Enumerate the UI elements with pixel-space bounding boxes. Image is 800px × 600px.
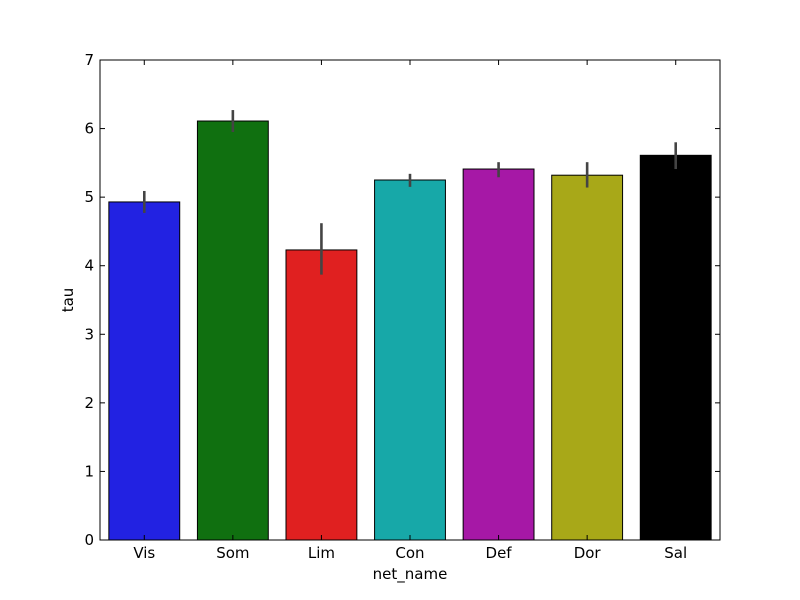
bar-dor bbox=[551, 174, 624, 541]
bar-lim bbox=[285, 249, 358, 541]
y-tick-label: 0 bbox=[84, 531, 94, 549]
y-tick-label: 1 bbox=[84, 462, 94, 480]
bar-con bbox=[374, 179, 446, 541]
y-axis-label: tau bbox=[59, 288, 77, 313]
x-tick-label: Vis bbox=[133, 544, 155, 562]
x-tick-label: Con bbox=[395, 544, 424, 562]
bar-som bbox=[196, 120, 269, 541]
x-axis-label: net_name bbox=[373, 565, 448, 584]
y-tick-label: 7 bbox=[84, 51, 94, 69]
x-axis: Vis Som Lim Con Def Dor Sal bbox=[133, 60, 687, 562]
y-tick-label: 4 bbox=[84, 257, 94, 275]
y-tick-label: 6 bbox=[84, 120, 94, 138]
bars-group bbox=[108, 120, 712, 541]
bar-def bbox=[462, 168, 535, 541]
y-tick-label: 3 bbox=[84, 325, 94, 343]
y-axis: 0 1 2 3 4 5 6 7 bbox=[84, 51, 720, 549]
y-tick-label: 2 bbox=[84, 394, 94, 412]
x-tick-label: Lim bbox=[308, 544, 335, 562]
error-bars-group bbox=[142, 110, 678, 275]
x-tick-label: Def bbox=[486, 544, 513, 562]
bar-vis bbox=[108, 201, 181, 541]
x-tick-label: Dor bbox=[574, 544, 602, 562]
bar-sal bbox=[639, 154, 712, 541]
x-tick-label: Som bbox=[216, 544, 249, 562]
y-tick-label: 5 bbox=[84, 188, 94, 206]
x-tick-label: Sal bbox=[664, 544, 687, 562]
